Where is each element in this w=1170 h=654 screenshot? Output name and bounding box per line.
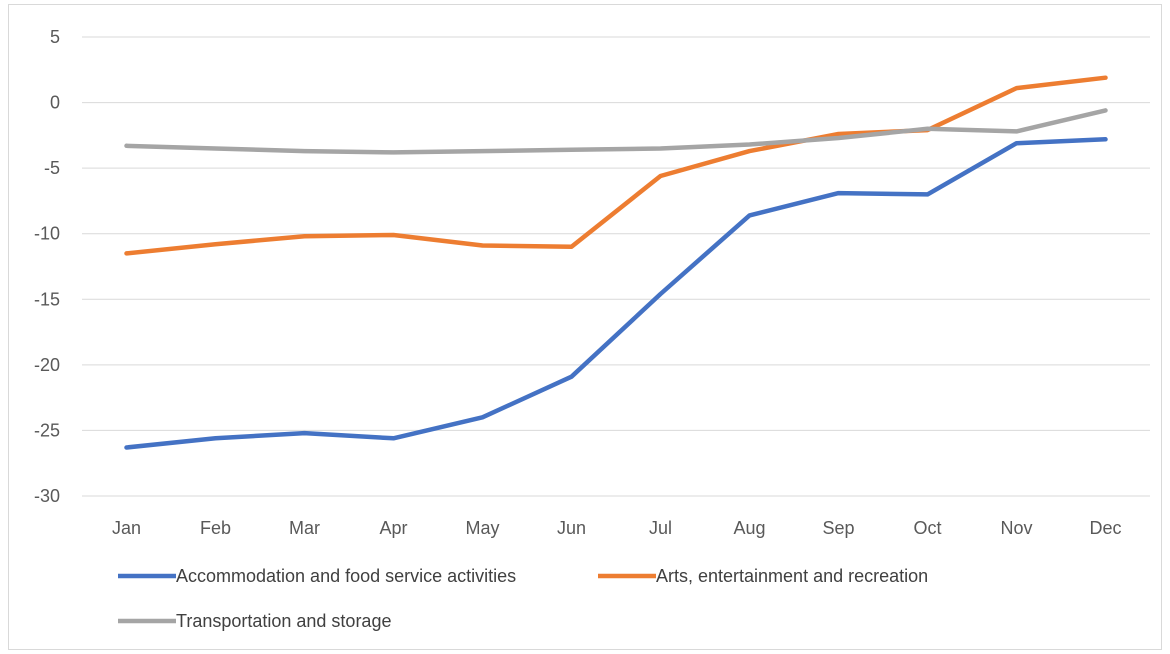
series-line-2 — [124, 108, 1108, 155]
x-tick-label: Jul — [649, 518, 672, 538]
x-tick-label: Mar — [289, 518, 320, 538]
x-tick-label: Aug — [733, 518, 765, 538]
x-tick-label: Jan — [112, 518, 141, 538]
x-tick-label: Apr — [379, 518, 407, 538]
x-tick-label: Feb — [200, 518, 231, 538]
series-line-1 — [124, 75, 1108, 256]
x-tick-label: Nov — [1000, 518, 1032, 538]
y-tick-label: -30 — [34, 486, 60, 506]
x-tick-label: Jun — [557, 518, 586, 538]
series-lines — [124, 75, 1108, 450]
gridlines — [82, 36, 1150, 497]
x-tick-label: Sep — [822, 518, 854, 538]
y-tick-label: -25 — [34, 420, 60, 440]
y-tick-label: -5 — [44, 158, 60, 178]
series-line-0 — [124, 137, 1108, 450]
y-tick-label: -15 — [34, 289, 60, 309]
x-tick-label: May — [465, 518, 499, 538]
x-axis-tick-labels: Jan Feb Mar Apr May Jun Jul Aug Sep Oct Nov Dec — [112, 518, 1122, 538]
y-tick-label: -20 — [34, 355, 60, 375]
y-tick-label: 5 — [50, 27, 60, 47]
legend: Accommodation and food service activitie… — [118, 566, 928, 631]
legend-label-0: Accommodation and food service activitie… — [176, 566, 516, 586]
x-tick-label: Oct — [913, 518, 941, 538]
x-tick-label: Dec — [1089, 518, 1121, 538]
y-tick-label: 0 — [50, 93, 60, 113]
legend-label-1: Arts, entertainment and recreation — [656, 566, 928, 586]
y-axis-tick-labels: 5 0 -5 -10 -15 -20 -25 -30 — [34, 27, 60, 506]
legend-label-2: Transportation and storage — [176, 611, 391, 631]
y-tick-label: -10 — [34, 224, 60, 244]
